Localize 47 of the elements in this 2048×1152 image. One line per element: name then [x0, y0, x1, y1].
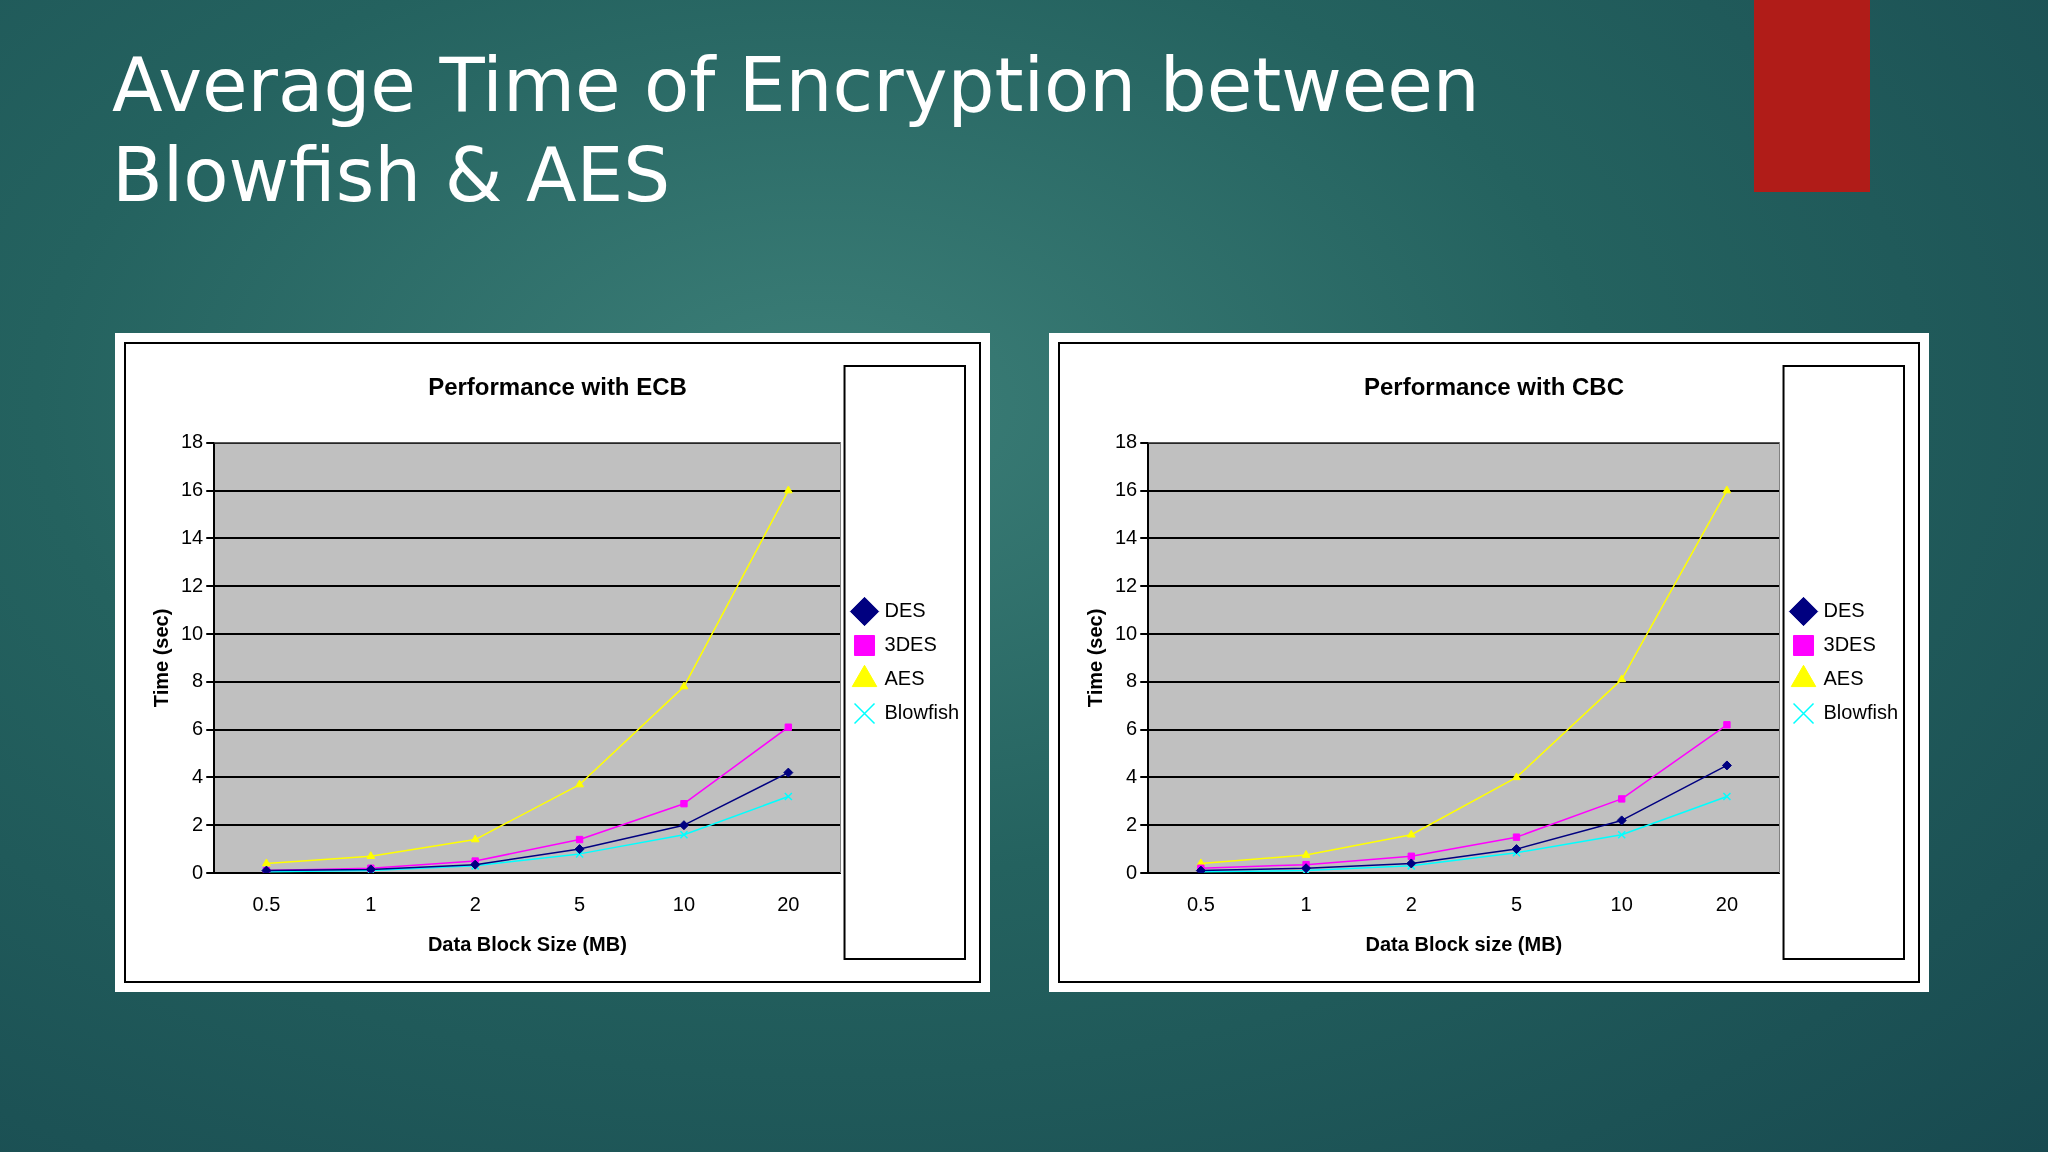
x-axis-title: Data Block size (MB)	[1365, 932, 1563, 955]
y-tick-label: 2	[192, 812, 204, 835]
y-tick-label: 14	[1115, 525, 1138, 548]
y-tick-label: 2	[1126, 812, 1138, 835]
y-tick-label: 16	[181, 478, 204, 501]
y-tick-label: 16	[1115, 478, 1138, 501]
x-tick-label: 0.5	[252, 892, 281, 915]
x-tick-label: 5	[1510, 892, 1523, 915]
chart-title: Performance with CBC	[1363, 373, 1625, 401]
y-tick-label: 14	[181, 525, 204, 548]
y-tick-label: 10	[1115, 621, 1138, 644]
x-tick-label: 0.5	[1186, 892, 1215, 915]
legend-label: Blowfish	[884, 701, 960, 724]
chart-title: Performance with ECB	[428, 373, 687, 401]
y-tick-label: 12	[181, 573, 204, 596]
y-tick-label: 6	[1126, 717, 1138, 740]
y-tick-label: 8	[192, 669, 204, 692]
y-tick-label: 4	[192, 764, 204, 787]
y-tick-label: 10	[181, 621, 204, 644]
y-tick-label: 18	[1115, 430, 1138, 453]
y-tick-label: 0	[1126, 860, 1138, 883]
x-tick-label: 10	[1610, 892, 1633, 915]
x-tick-label: 5	[574, 892, 586, 915]
text: Average Time of Encryption between Blowfish & AES	[112, 41, 1481, 220]
y-tick-label: 0	[192, 860, 204, 883]
y-axis-title: Time (sec)	[149, 608, 172, 708]
legend-label: 3DES	[884, 633, 937, 656]
y-axis-title: Time (sec)	[1083, 608, 1106, 708]
y-tick-label: 12	[1115, 573, 1138, 596]
x-tick-label: 20	[1715, 892, 1739, 915]
legend-label: Blowfish	[1823, 701, 1899, 724]
y-tick-label: 4	[1126, 764, 1138, 787]
x-tick-label: 2	[469, 892, 481, 915]
legend-label: AES	[884, 667, 925, 690]
legend-label: 3DES	[1823, 633, 1876, 656]
y-tick-label: 18	[181, 430, 204, 453]
x-tick-label: 20	[777, 892, 800, 915]
x-tick-label: 2	[1405, 892, 1417, 915]
x-tick-label: 1	[1300, 892, 1312, 915]
legend-label: AES	[1823, 667, 1864, 690]
y-tick-label: 6	[192, 717, 204, 740]
x-axis-title: Data Block Size (MB)	[427, 932, 627, 955]
y-tick-label: 8	[1126, 669, 1138, 692]
legend-label: DES	[884, 599, 926, 622]
x-tick-label: 1	[365, 892, 377, 915]
x-tick-label: 10	[672, 892, 696, 915]
legend-label: DES	[1823, 599, 1865, 622]
